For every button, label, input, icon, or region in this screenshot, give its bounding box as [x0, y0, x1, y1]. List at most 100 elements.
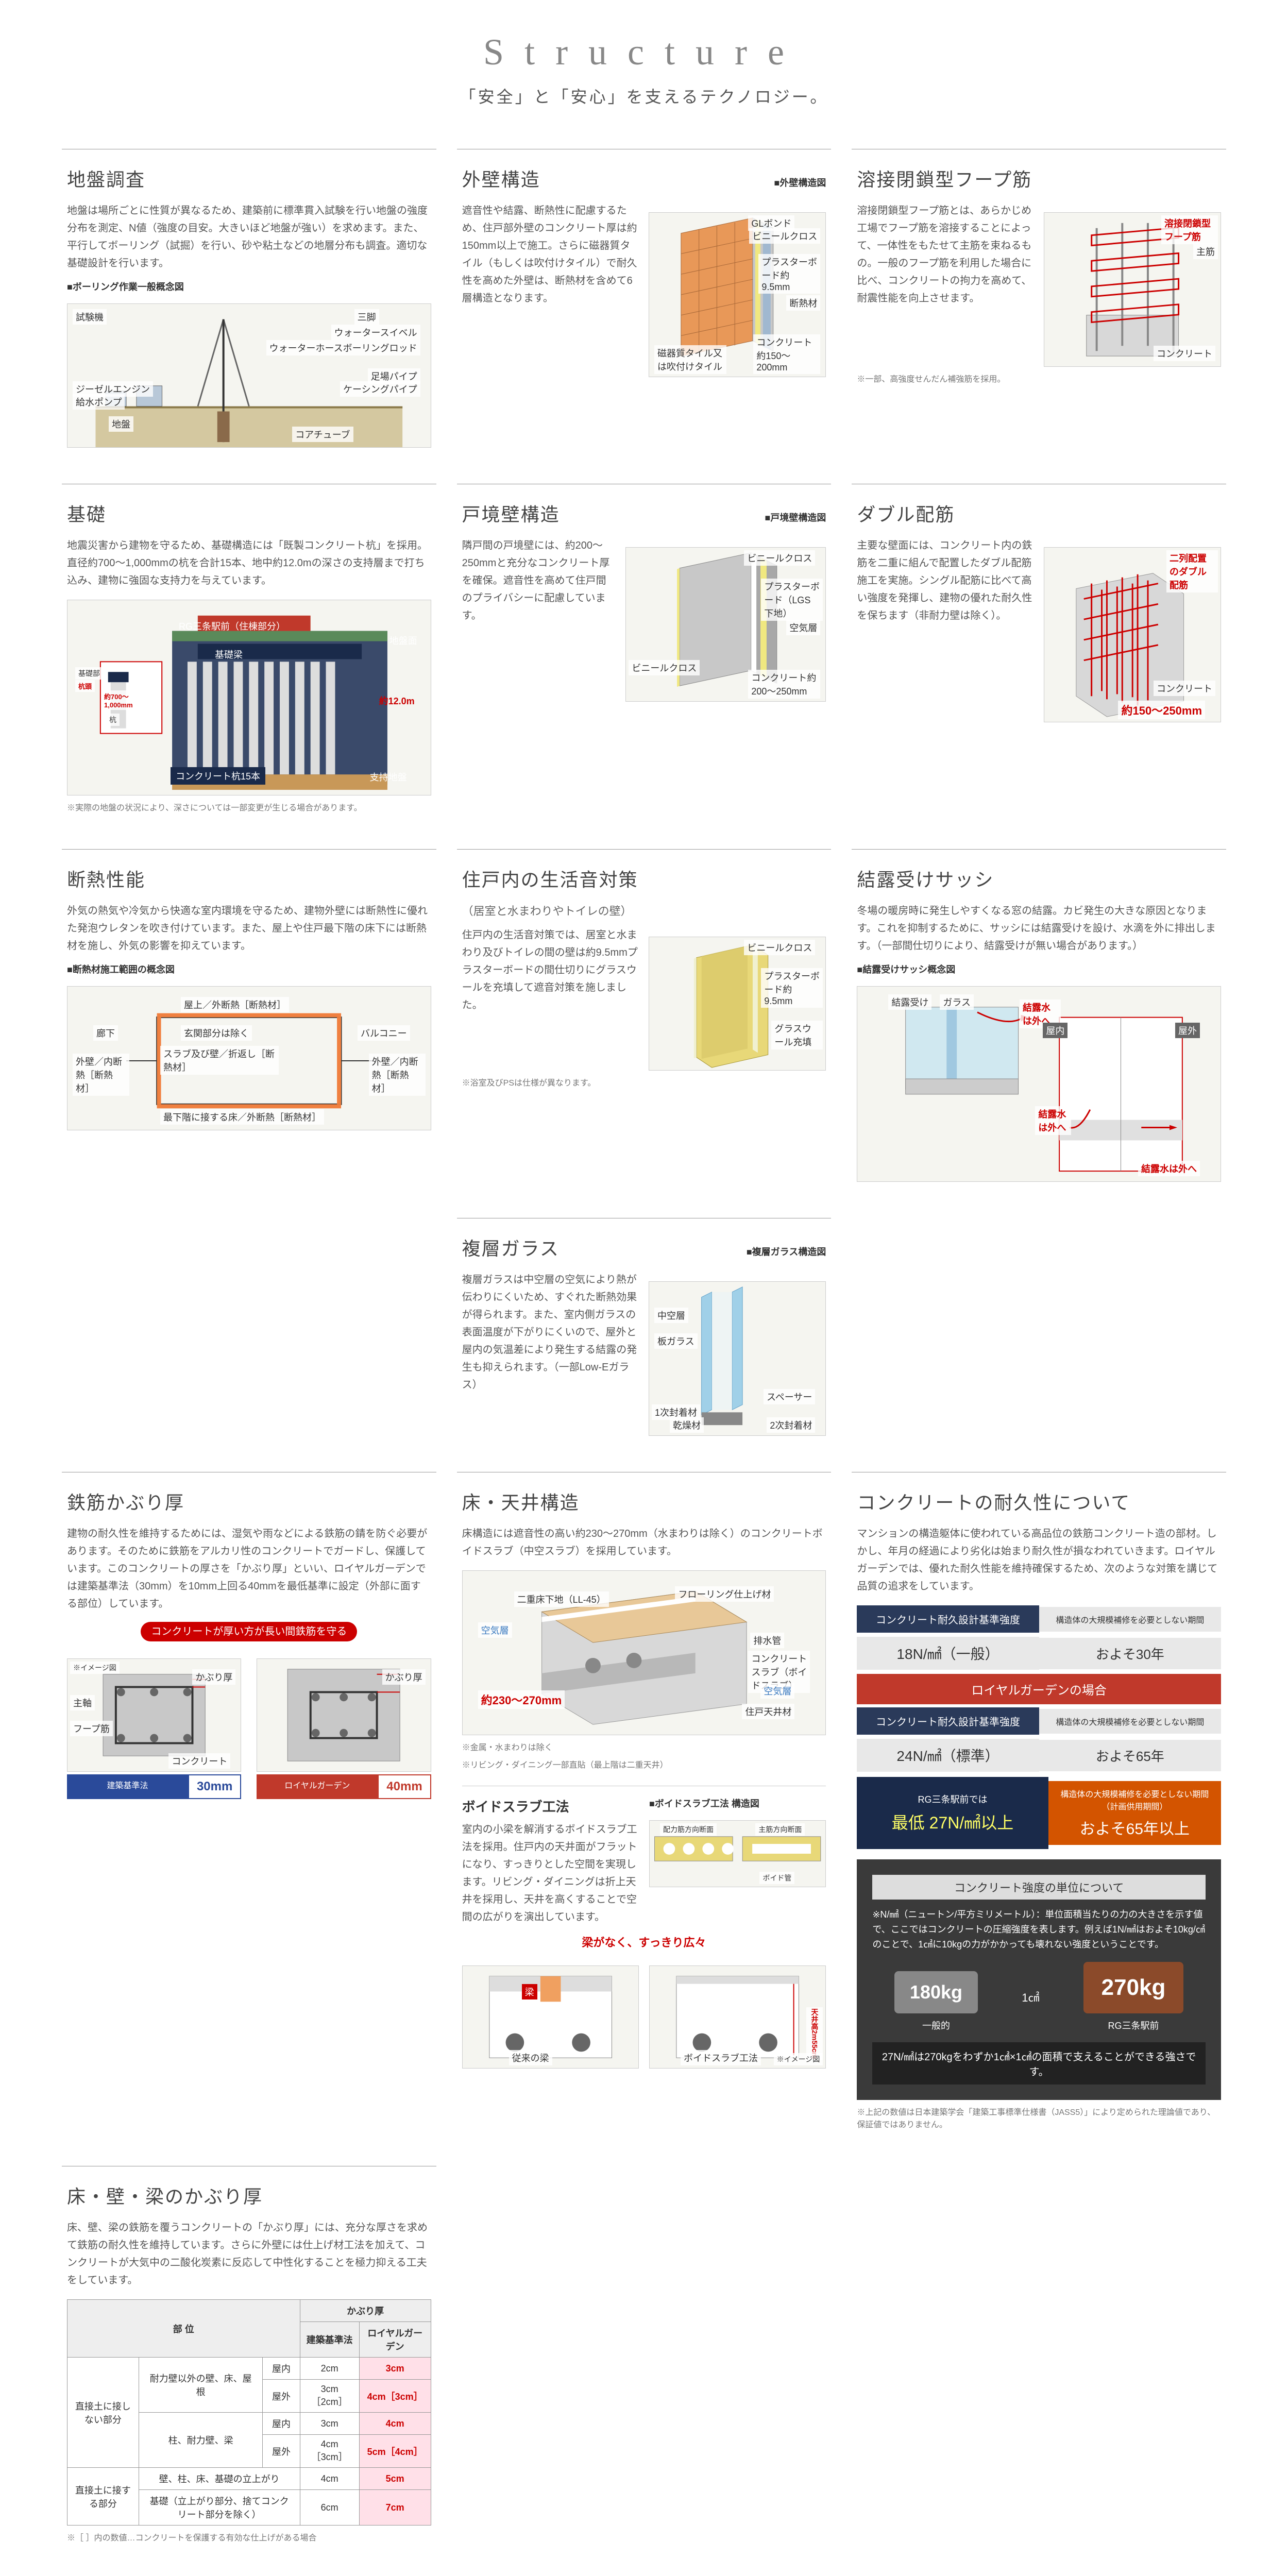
td: 直接土に接する部分 — [67, 2468, 139, 2526]
void-caption: ■ボイドスラブ工法 構造図 — [649, 1797, 826, 1810]
label: 地盤 — [109, 416, 133, 432]
label: 約12.0m — [376, 693, 418, 708]
label: 二重床下地（LL-45） — [514, 1591, 609, 1607]
section-title: 結露受けサッシ — [857, 865, 1221, 892]
label: スラブ及び壁／折返し［断熱材］ — [160, 1046, 279, 1075]
section-title: 複層ガラス — [462, 1234, 560, 1261]
cell: 24N/㎟（標準） — [857, 1739, 1039, 1772]
note: ※浴室及びPSは仕様が異なります。 — [462, 1076, 826, 1088]
label: 基礎梁 — [212, 647, 246, 662]
cell: およそ65年 — [1039, 1740, 1221, 1771]
void-title: ボイドスラブ工法 — [462, 1797, 639, 1816]
diagram-caption: ■戸境壁構造図 — [765, 511, 826, 524]
section-body: 床、壁、梁の鉄筋を覆うコンクリートの「かぶり厚」には、充分な厚さを求めて鉄筋の耐… — [67, 2219, 431, 2289]
label: コンクリート約150〜200mm — [753, 334, 820, 374]
section-body: 外気の熱気や冷気から快適な室内環境を守るため、建物外壁には断熱性に優れた発泡ウレ… — [67, 902, 431, 955]
label: コンクリート約200〜250mm — [748, 670, 820, 699]
label: ビニールクロス — [744, 940, 815, 955]
label: 試験機 — [73, 309, 107, 325]
unit-box: コンクリート強度の単位について ※N/㎟（ニュートン/平方ミリメートル）：単位面… — [857, 1859, 1221, 2100]
label: 屋外 — [1175, 1023, 1200, 1038]
label: ロイヤルガーデン — [257, 1774, 378, 1799]
note: ※実際の地盤の状況により、深さについては一部変更が生じる場合があります。 — [67, 801, 431, 813]
value: 40mm — [378, 1774, 431, 1799]
section-double-glass: 複層ガラス ■複層ガラス構造図 複層ガラスは中空層の空気により熱が伝わりにくいた… — [457, 1218, 832, 1451]
td: 3cm — [300, 2413, 359, 2435]
durability-table: コンクリート耐久設計基準強度 構造体の大規模補修を必要としない期間 18N/㎟（… — [857, 1605, 1221, 1849]
td: 屋外 — [263, 2435, 300, 2468]
label: ケーシングパイプ — [340, 381, 420, 397]
td: 3cm — [359, 2358, 431, 2380]
td: 5cm［4cm］ — [359, 2435, 431, 2468]
label: 配力筋方向断面 — [660, 1823, 717, 1836]
label: 断熱材 — [786, 295, 820, 311]
label: 地盤面 — [386, 633, 420, 648]
section-floor-wall-beam: 床・壁・梁のかぶり厚 床、壁、梁の鉄筋を覆うコンクリートの「かぶり厚」には、充分… — [62, 2166, 436, 2558]
boring-diagram: 試験機 ジーゼルエンジン 給水ポンプ 三脚 ウォータースイベル ウォーターホース… — [67, 303, 431, 448]
label: コンクリート — [1154, 346, 1215, 361]
label: 主筋方向断面 — [755, 1823, 805, 1836]
label: コアチューブ — [292, 427, 353, 442]
label: スペーサー — [764, 1389, 815, 1404]
void-callout: 梁がなく、すっきり広々 — [582, 1936, 706, 1949]
label: かぶり厚 — [192, 1669, 235, 1685]
label: かぶり厚 — [382, 1669, 426, 1685]
cover-diagram-b: かぶり厚 — [257, 1658, 431, 1772]
section-subtitle: （居室と水まわりやトイレの壁） — [462, 902, 826, 919]
section-title: 地盤調査 — [67, 165, 431, 192]
cell: コンクリート耐久設計基準強度 — [857, 1605, 1039, 1633]
label: ビニールクロス — [749, 228, 820, 244]
label: 空気層 — [760, 1683, 794, 1699]
label: 主筋 — [1193, 244, 1218, 259]
label: 支持地盤 — [367, 769, 410, 785]
label: ビニールクロス — [744, 550, 815, 566]
td: 4cm［3cm］ — [300, 2435, 359, 2468]
label: RG三条駅前（住棟部分） — [176, 618, 289, 634]
label: 結露水は外へ — [1138, 1161, 1200, 1176]
section-exterior-wall: 外壁構造 ■外壁構造図 遮音性や結露、断熱性に配慮するため、住戸部外壁のコンクリ… — [457, 149, 832, 463]
section-title: 鉄筋かぶり厚 — [67, 1488, 431, 1515]
td: 耐力壁以外の壁、床、屋根 — [139, 2358, 263, 2413]
td: 2cm — [300, 2358, 359, 2380]
section-title: 床・天井構造 — [462, 1488, 826, 1515]
unit-body: ※N/㎟（ニュートン/平方ミリメートル）：単位面積当たりの力の大きさを示す値で、… — [872, 1907, 1206, 1952]
td: 7cm — [359, 2490, 431, 2526]
conventional-diagram: 梁 従来の梁 — [462, 1965, 639, 2069]
td: 直接土に接しない部分 — [67, 2358, 139, 2468]
label: 杭 — [106, 714, 120, 726]
section-title: 断熱性能 — [67, 865, 431, 892]
condensation-diagram: 結露受け ガラス 結露水は外へ 屋内 屋外 結露水は外へ 結露水は外へ — [857, 986, 1221, 1182]
insulation-diagram: 屋上／外断熱［断熱材］ 廊下 玄関部分は除く バルコニー 外壁／内断熱［断熱材］… — [67, 986, 431, 1130]
td: 5cm — [359, 2468, 431, 2490]
weight-a: 180kg — [894, 1971, 978, 2013]
td: 屋内 — [263, 2358, 300, 2380]
label: 溶接閉鎖型フープ筋 — [1161, 215, 1218, 244]
cell: 18N/㎟（一般） — [857, 1637, 1039, 1670]
section-body: 冬場の暖房時に発生しやすくなる窓の結露。カビ発生の大きな原因となります。これを抑… — [857, 902, 1221, 955]
label: 空気層 — [478, 1622, 512, 1638]
cell: 構造体の大規模補修を必要としない期間 — [1039, 1709, 1221, 1734]
label: 中空層 — [654, 1308, 688, 1323]
section-body: 隣戸間の戸境壁には、約200〜250mmと充分なコンクリート厚を確保。遮音性を高… — [462, 537, 616, 702]
foundation-diagram: RG三条駅前（住棟部分） 地盤面 基礎部 基礎梁 約700〜1,000mm 杭頭… — [67, 600, 431, 795]
label: 結露受け — [888, 994, 931, 1010]
section-title: 溶接閉鎖型フープ筋 — [857, 165, 1221, 192]
diagram-caption: ■結露受けサッシ概念図 — [857, 962, 1221, 976]
section-title: 戸境壁構造 — [462, 500, 560, 527]
section-body: 地震災害から建物を守るため、基礎構造には「既製コンクリート杭」を採用。直径約70… — [67, 537, 431, 589]
td: 基礎（立上がり部分、捨てコンクリート部分を除く） — [139, 2490, 300, 2526]
kaburi-table: 部 位 かぶり厚 建築基準法 ロイヤルガーデン 直接土に接しない部分 耐力壁以外… — [67, 2299, 431, 2526]
section-body: 床構造には遮音性の高い約230〜270mm（水まわりは除く）のコンクリートボイド… — [462, 1525, 826, 1560]
label: 屋内 — [1043, 1023, 1067, 1038]
label: 住戸天井材 — [742, 1704, 794, 1719]
label: ウォーターホースボーリングロッド — [266, 340, 420, 355]
cell: およそ30年 — [1039, 1638, 1221, 1669]
label: ビニールクロス — [629, 660, 700, 675]
weight-label-b: RG三条駅前 — [1083, 2019, 1184, 2032]
callout: コンクリートが厚い方が長い間鉄筋を守る — [141, 1622, 357, 1641]
note: ※リビング・ダイニング一部直貼（最上階は二重天井） — [462, 1758, 826, 1770]
label: 板ガラス — [654, 1333, 698, 1349]
section-title: 住戸内の生活音対策 — [462, 865, 826, 892]
section-body: 建物の耐久性を維持するためには、湿気や雨などによる鉄筋の錆を防ぐ必要があります。… — [67, 1525, 431, 1613]
label: ※イメージ図 — [774, 2053, 823, 2065]
